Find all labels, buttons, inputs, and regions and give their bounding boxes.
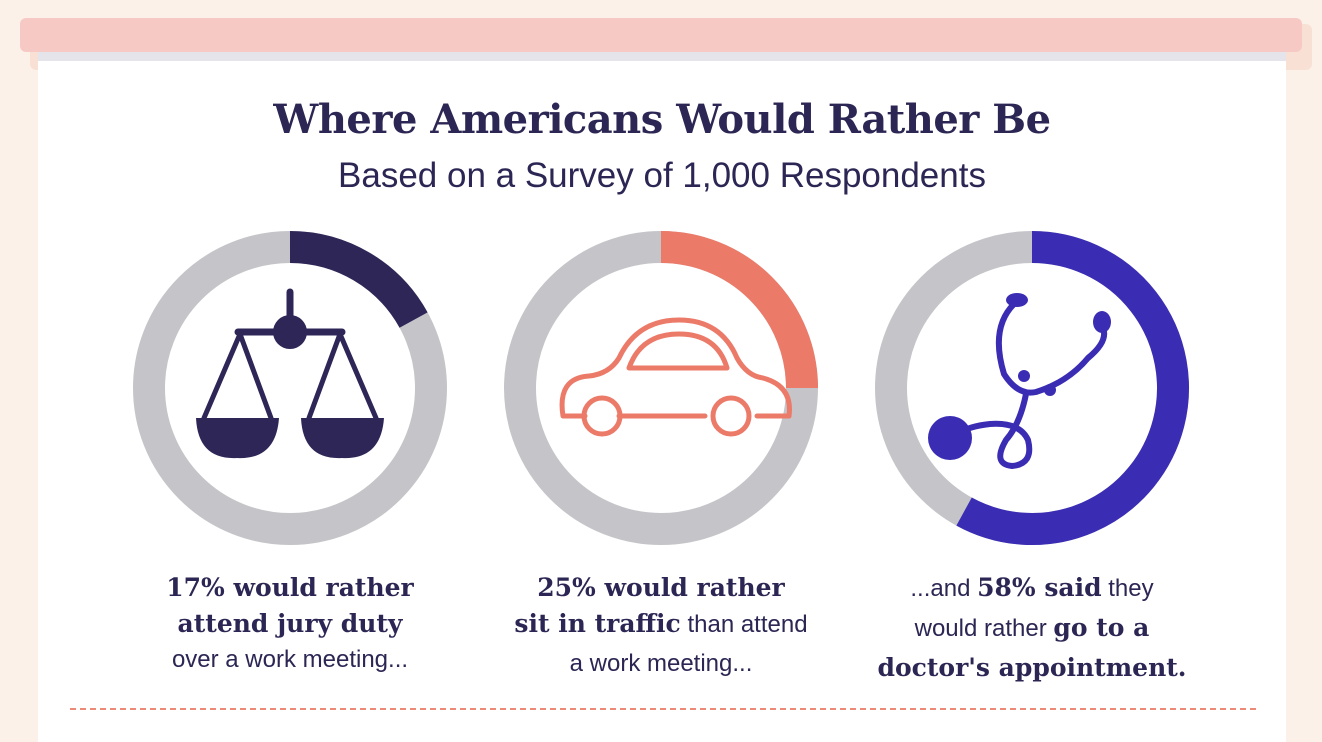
caption-text: they (1101, 575, 1154, 602)
caption-line: attend jury duty (177, 609, 403, 638)
caption-line: would rather go to a (852, 610, 1212, 650)
section-divider (70, 708, 1256, 710)
infographic-card: Where Americans Would Rather Be Based on… (38, 52, 1286, 742)
caption-line: a work meeting... (569, 650, 753, 677)
stethoscope-icon (928, 293, 1111, 469)
caption-text: would rather (914, 615, 1054, 642)
caption-line: ...and 58% said they (852, 570, 1212, 610)
donut-chart-doctor (875, 231, 1189, 545)
donut-chart-jury-duty (133, 231, 447, 545)
car-icon (559, 317, 792, 437)
chart-subtitle: Based on a Survey of 1,000 Respondents (338, 156, 986, 195)
header-banner (20, 18, 1302, 52)
donut-arc-jury-duty (289, 231, 428, 329)
donut-arc-traffic (660, 231, 818, 389)
caption-line: 17% would rather (166, 573, 414, 602)
caption-doctor: ...and 58% said they would rather go to … (852, 570, 1212, 686)
chart-title: Where Americans Would Rather Be (273, 96, 1051, 143)
caption-text: ...and (910, 575, 978, 602)
caption-emphasis: 58% said (977, 573, 1102, 602)
card-top-strip (38, 52, 1286, 61)
caption-line: sit in traffic than attend (481, 606, 841, 646)
donut-chart-traffic (504, 231, 818, 545)
donut-arc-doctor (956, 231, 1189, 545)
caption-line: doctor's appointment. (877, 653, 1187, 682)
caption-line: 25% would rather (537, 573, 785, 602)
caption-traffic: 25% would rather sit in traffic than att… (481, 570, 841, 682)
scales-of-justice-icon (196, 288, 384, 459)
caption-line: over a work meeting... (171, 646, 409, 673)
caption-emphasis: go to a (1053, 613, 1150, 642)
caption-jury-duty: 17% would rather attend jury duty over a… (110, 570, 470, 678)
caption-emphasis: sit in traffic (514, 609, 681, 638)
caption-text: than attend (680, 611, 808, 638)
